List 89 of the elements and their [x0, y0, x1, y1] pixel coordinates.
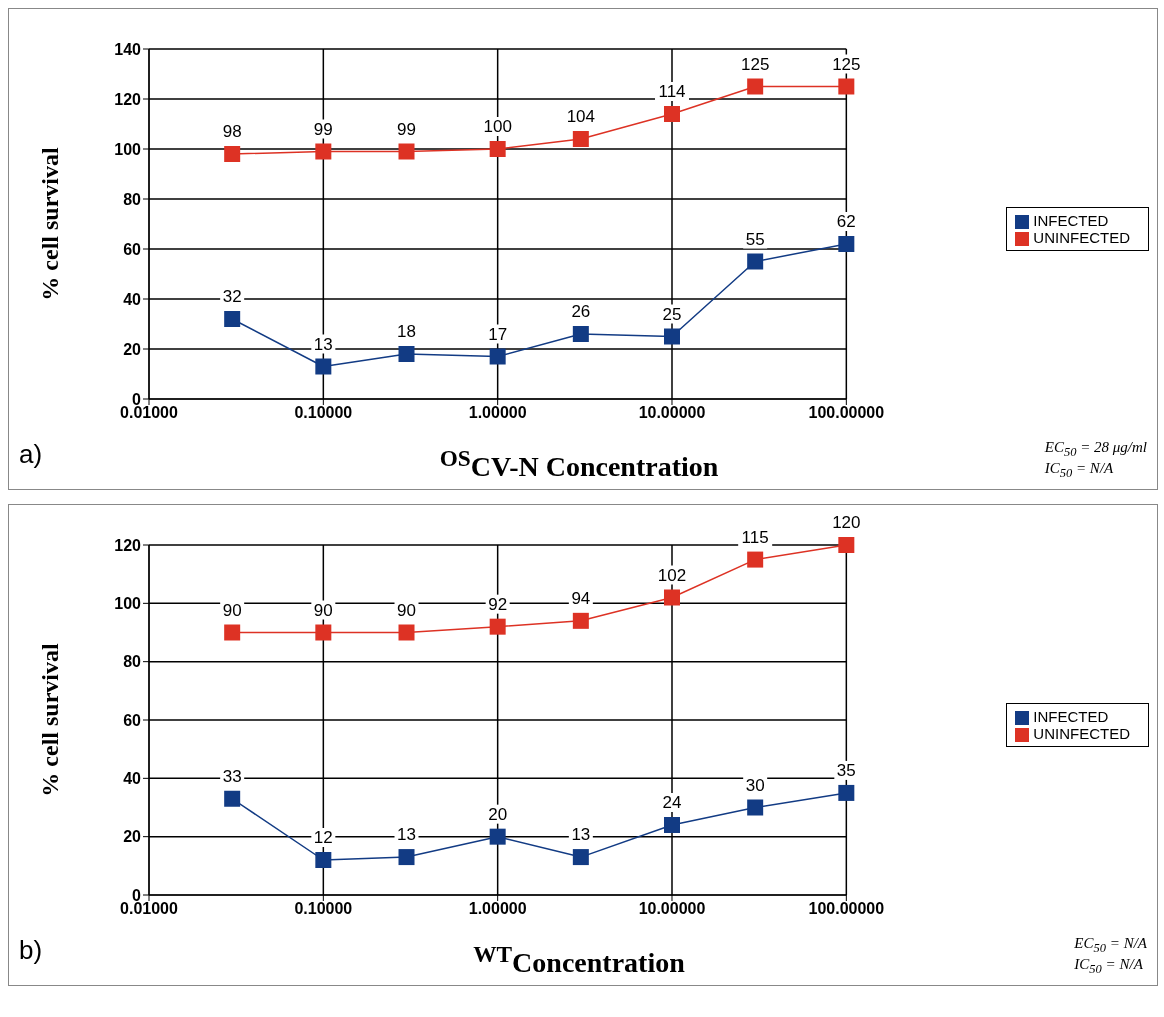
- x-tick-label: 0.01000: [120, 404, 179, 422]
- point: [398, 143, 415, 160]
- x-tick-label: 0.10000: [294, 900, 353, 918]
- point: [838, 78, 855, 95]
- y-tick-label: 120: [114, 90, 142, 108]
- point: [398, 849, 415, 866]
- point: [664, 817, 680, 833]
- point: [224, 146, 241, 162]
- data-label: 26: [571, 302, 591, 321]
- data-label: 24: [662, 793, 682, 812]
- legend-label: UNINFECTED: [1033, 229, 1130, 246]
- x-tick-label: 100.00000: [808, 404, 885, 422]
- x-tick-label: 100.00000: [808, 900, 885, 918]
- text: EC$_{50}$ = 28 μg/ml: [1044, 439, 1147, 460]
- legend-label: INFECTED: [1033, 211, 1109, 229]
- point: [224, 790, 241, 807]
- data-label: 17: [488, 324, 508, 344]
- x-tick-label: 1.00000: [468, 900, 527, 918]
- y-tick-label: 140: [114, 40, 142, 58]
- y-tick-label: 20: [123, 340, 142, 358]
- x-tick-label: 10.00000: [638, 900, 706, 918]
- x-axis-title: $^{OS}$CV-N Concentration: [438, 445, 720, 484]
- x-tick-label: 0.10000: [294, 404, 353, 422]
- data-label: 125: [740, 54, 770, 74]
- point: [838, 537, 855, 553]
- point: [489, 141, 506, 157]
- point: [224, 311, 241, 327]
- data-label: 102: [657, 565, 687, 585]
- point: [838, 784, 855, 801]
- y-tick-label: 80: [123, 190, 142, 208]
- point: [224, 624, 241, 641]
- y-tick-label: 40: [123, 290, 142, 308]
- data-label: 120: [832, 513, 861, 532]
- point: [489, 828, 506, 845]
- text: IC$_{50}$ = N/A: [1044, 460, 1115, 481]
- data-label: 20: [488, 804, 508, 824]
- data-label: 25: [662, 304, 682, 324]
- text: a): [19, 439, 43, 470]
- x-tick-label: 10.00000: [638, 404, 706, 422]
- y-tick-label: 80: [123, 653, 142, 671]
- y-tick-label: 100: [114, 595, 142, 613]
- point: [489, 618, 506, 635]
- data-label: 30: [745, 775, 765, 795]
- data-label: 13: [397, 825, 416, 845]
- point: [664, 328, 680, 345]
- text: EC$_{50}$ = N/A: [1074, 935, 1147, 956]
- data-label: 100: [483, 117, 512, 136]
- x-tick-label: 0.01000: [120, 900, 179, 918]
- y-axis-title: % cell survival: [36, 643, 63, 797]
- y-tick-label: 60: [123, 711, 142, 729]
- point: [838, 236, 855, 252]
- data-label: 90: [222, 600, 242, 620]
- point: [489, 348, 506, 365]
- text: IC$_{50}$ = N/A: [1074, 956, 1144, 977]
- data-label: 12: [313, 828, 333, 847]
- x-axis-title: $^{WT}$Concentration: [472, 941, 686, 980]
- text: b): [19, 935, 43, 966]
- point: [398, 624, 415, 641]
- y-tick-label: 20: [123, 828, 142, 846]
- data-label: 18: [397, 322, 416, 341]
- data-label: 13: [571, 825, 591, 845]
- data-label: 104: [566, 107, 596, 126]
- data-label: 33: [222, 766, 242, 786]
- y-tick-label: 120: [114, 536, 142, 554]
- data-label: 35: [836, 760, 856, 780]
- data-label: 90: [397, 600, 416, 620]
- y-tick-label: 100: [114, 140, 142, 158]
- data-label: 55: [745, 229, 765, 249]
- data-label: 99: [313, 119, 333, 139]
- point: [664, 589, 680, 606]
- y-tick-label: 40: [123, 770, 142, 788]
- data-label: 99: [397, 119, 416, 139]
- legend-label: UNINFECTED: [1033, 725, 1130, 742]
- legend-label: INFECTED: [1033, 707, 1109, 725]
- y-tick-label: 60: [123, 240, 142, 258]
- y-axis-title: % cell survival: [36, 147, 63, 301]
- point: [398, 346, 415, 362]
- data-label: 13: [313, 334, 333, 354]
- data-label: 32: [222, 287, 242, 306]
- data-label: 90: [313, 600, 333, 620]
- data-label: 125: [832, 54, 861, 74]
- data-label: 115: [741, 527, 769, 547]
- x-tick-label: 1.00000: [468, 404, 527, 422]
- data-label: 98: [222, 122, 242, 141]
- data-label: 94: [571, 588, 591, 608]
- data-label: 62: [836, 212, 856, 231]
- data-label: 92: [488, 594, 508, 614]
- data-label: 114: [658, 82, 686, 101]
- point: [664, 106, 680, 122]
